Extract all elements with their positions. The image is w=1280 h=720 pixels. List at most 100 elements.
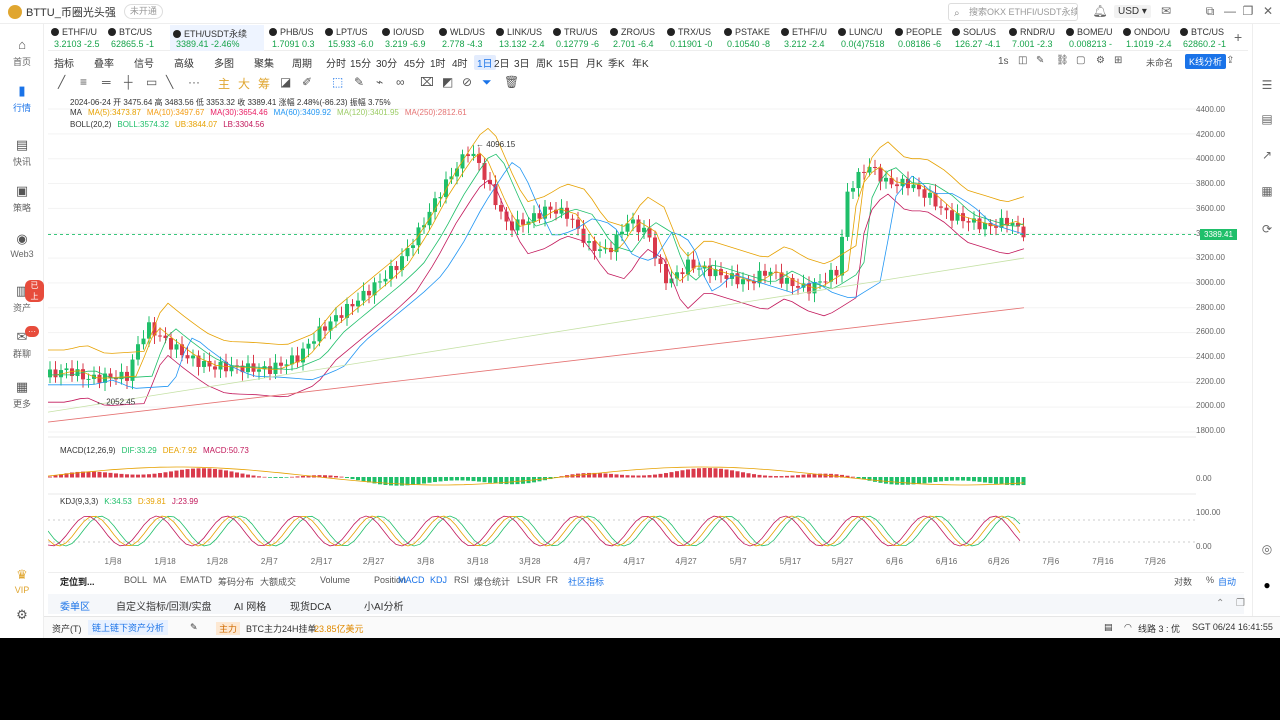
indicator-tab[interactable]: LSUR (517, 575, 542, 585)
toolbar-item[interactable]: 45分 (404, 59, 426, 70)
orderbook-icon[interactable]: ▤ (1261, 112, 1273, 126)
panel-tab[interactable]: 现货DCA (290, 602, 332, 613)
select-tool-icon[interactable]: ⬚ (332, 75, 344, 89)
indicator-tab[interactable]: MA (153, 575, 167, 585)
indicator-tab[interactable]: TD (200, 575, 212, 585)
indicator-tab[interactable]: 大额成交 (260, 577, 297, 587)
indicator-tab[interactable]: 自动 (1218, 577, 1237, 587)
asset-label[interactable]: 资产(T) (52, 624, 82, 634)
toolbar-item[interactable]: 信号 (134, 59, 154, 70)
sidebar-item-vip[interactable]: ♛ VIP (0, 568, 44, 596)
hline-tool-icon[interactable]: ≡ (80, 75, 88, 89)
sidebar-item-chat[interactable]: ··· ✉ 群聊 (0, 326, 44, 360)
edit-icon[interactable]: ✎ (190, 622, 198, 632)
ticker-item[interactable]: PEOPLE 0.08186 -6 (892, 25, 947, 51)
interval-1s[interactable]: 1s (998, 56, 1009, 67)
watchlist-icon[interactable]: ☰ (1261, 78, 1273, 92)
indicator-tab[interactable]: EMA (180, 575, 200, 585)
indicator-tab[interactable]: 筹码分布 (218, 577, 255, 587)
panel-tab[interactable]: 小AI分析 (364, 602, 404, 613)
ticker-item[interactable]: BTC/US 62865.5 -1 (105, 25, 160, 51)
more-tools-icon[interactable]: ··· (188, 75, 200, 89)
share-icon[interactable]: ⇪ (1226, 55, 1235, 66)
trend-icon[interactable]: ↗ (1261, 148, 1273, 162)
toolbar-item[interactable]: 月K (586, 59, 603, 70)
toolbar-item[interactable]: 叠率 (94, 59, 114, 70)
bell-icon[interactable]: 🔔︎ (1092, 4, 1108, 18)
main-tool-icon[interactable]: 主 (218, 77, 231, 91)
panel-tab[interactable]: 委单区 (60, 602, 90, 613)
sidebar-item-strategy[interactable]: ▣ 策略 (0, 184, 44, 214)
indicator-tab[interactable]: RSI (454, 575, 470, 585)
pencil-tool-icon[interactable]: ✎ (354, 75, 365, 89)
filter-tool-icon[interactable]: ⏷ (482, 75, 492, 89)
ticker-item[interactable]: LINK/US 13.132 -2.4 (493, 25, 548, 51)
measure-tool-icon[interactable]: ◪ (280, 75, 292, 89)
toolbar-item[interactable]: 高级 (174, 59, 194, 70)
search-input[interactable]: ⌕ 搜索OKX ETHFI/USDT永续 (948, 3, 1078, 21)
toolbar-item[interactable]: 聚集 (254, 59, 274, 70)
magnet-tool-icon[interactable]: ⌁ (376, 75, 384, 89)
toolbar-item[interactable]: 4时 (452, 59, 468, 70)
mail-icon[interactable]: ✉ (1160, 4, 1172, 18)
headset-icon[interactable]: ◎ (1261, 542, 1273, 556)
toolbar-item[interactable]: 指标 (54, 59, 74, 70)
toolbar-item[interactable]: 30分 (376, 59, 398, 70)
pen-icon[interactable]: ✎ (1036, 55, 1045, 66)
indicator-tab[interactable]: % (1206, 575, 1215, 585)
trash-tool-icon[interactable]: 🗑︎ (504, 75, 520, 89)
chip-tool-icon[interactable]: 筹 (258, 77, 271, 91)
indicator-tab[interactable]: MACD (398, 575, 425, 585)
maximize-icon[interactable]: ❐ (1242, 4, 1254, 18)
layout-icon[interactable]: ⊞ (1114, 55, 1123, 66)
layout-name-select[interactable]: 未命名 (1146, 58, 1174, 68)
cross-tool-icon[interactable]: ┼ (124, 75, 133, 89)
toolbar-item[interactable]: 15分 (350, 59, 372, 70)
currency-select[interactable]: USD ▾ (1114, 5, 1151, 18)
toolbar-item[interactable]: 多图 (214, 59, 234, 70)
ticker-item[interactable]: ETHFI/U 3.2103 -2.5 (48, 25, 103, 51)
ticker-item[interactable]: WLD/US 2.778 -4.3 (436, 25, 491, 51)
toolbar-item[interactable]: 1时 (430, 59, 446, 70)
price-axis[interactable]: 4400.004200.004000.003800.003600.003400.… (1196, 94, 1244, 572)
toolbar-item[interactable]: 2日 (494, 59, 510, 70)
network-status[interactable]: 线路 3 : 优 (1138, 624, 1181, 634)
brush-tool-icon[interactable]: ✐ (302, 75, 313, 89)
close-icon[interactable]: ✕ (1262, 4, 1274, 18)
ticker-item[interactable]: BTC/US 62860.2 -1 (1177, 25, 1232, 51)
indicator-tab[interactable]: Position (374, 575, 407, 585)
indicator-tab[interactable]: FR (546, 575, 558, 585)
notes-icon[interactable]: ▤ (1104, 622, 1113, 632)
indicator-tab[interactable]: 爆仓统计 (474, 577, 511, 587)
ticker-item[interactable]: PHB/US 1.7091 0.3 (266, 25, 321, 51)
toolbar-item[interactable]: 周K (536, 59, 553, 70)
ticker-item[interactable]: PSTAKE 0.10540 -8 (721, 25, 776, 51)
ticker-item[interactable]: ETH/USDT永续 3389.41 -2.46% (170, 25, 264, 51)
toolbar-item[interactable]: 年K (632, 59, 649, 70)
ticker-item[interactable]: TRX/US 0.11901 -0 (664, 25, 719, 51)
trend-tool-icon[interactable]: ╲ (166, 75, 174, 89)
panel-tab[interactable]: AI 网格 (234, 602, 267, 613)
stats-icon[interactable]: ▦ (1261, 184, 1273, 198)
price-chart[interactable]: ← 4096.15 ← 2052.45 1月8 1月18 1月28 2月7 2月17 2月27… (48, 94, 1244, 572)
account-status-badge[interactable]: 未开通 (123, 4, 163, 19)
line-tool-icon[interactable]: ╱ (58, 75, 66, 89)
ticker-item[interactable]: BOME/U 0.008213 - (1063, 25, 1118, 51)
toolbar-item[interactable]: 1日 (474, 55, 496, 70)
gear-chart-icon[interactable]: ⚙ (1096, 55, 1105, 66)
sidebar-item-market[interactable]: ▮ 行情 (0, 84, 44, 114)
indicator-tab[interactable]: Volume (320, 575, 351, 585)
glasses-tool-icon[interactable]: ∞ (396, 75, 405, 89)
sidebar-item-more[interactable]: ▦ 更多 (0, 380, 44, 410)
indicator-tab[interactable]: 定位到... (60, 577, 95, 587)
ticker-item[interactable]: RNDR/U 7.001 -2.3 (1006, 25, 1061, 51)
lock-tool-icon[interactable]: ⌧ (420, 75, 434, 89)
indicator-tab[interactable]: BOLL (124, 575, 148, 585)
ticker-item[interactable]: LPT/US 15.933 -6.0 (322, 25, 377, 51)
sidebar-item-assets[interactable]: 已上 ▥ 资产 (0, 280, 44, 314)
toolbar-item[interactable]: 15日 (558, 59, 580, 70)
onchain-analysis-link[interactable]: 链上链下资产分析 (88, 620, 169, 635)
rect-tool-icon[interactable]: ▭ (146, 75, 158, 89)
camera-icon[interactable]: ◫ (1018, 55, 1028, 66)
toolbar-item[interactable]: 3日 (514, 59, 530, 70)
